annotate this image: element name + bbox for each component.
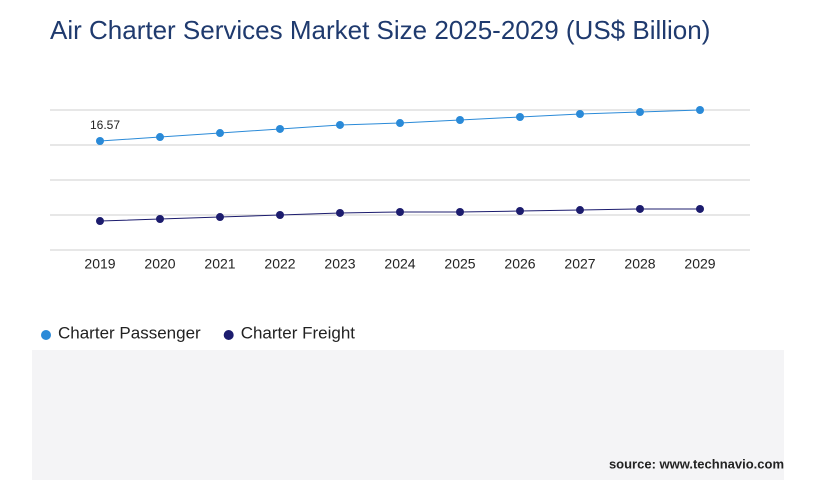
x-tick-label: 2021 — [204, 256, 235, 272]
data-point — [576, 109, 584, 118]
data-point — [516, 113, 524, 121]
x-tick-label: 2026 — [504, 256, 535, 272]
data-point — [396, 119, 404, 128]
data-point — [336, 208, 344, 217]
data-point — [96, 137, 104, 146]
data-point — [336, 120, 344, 129]
data-point — [516, 207, 524, 216]
data-point — [96, 217, 104, 226]
chart-title: Air Charter Services Market Size 2025-20… — [50, 15, 710, 45]
x-tick-label: 2028 — [624, 256, 655, 272]
data-point — [636, 204, 644, 213]
data-point — [696, 204, 704, 213]
data-point — [276, 124, 284, 133]
legend-label: Charter Passenger — [58, 323, 201, 342]
x-tick-label: 2020 — [144, 256, 175, 272]
data-point — [456, 207, 464, 216]
data-point — [696, 106, 704, 114]
x-tick-label: 2025 — [444, 256, 475, 272]
x-tick-label: 2024 — [384, 256, 415, 272]
x-tick-label: 2027 — [564, 256, 595, 272]
source: source: www.technavio.com — [609, 456, 784, 471]
data-point — [456, 116, 464, 125]
data-label: 16.57 — [90, 118, 120, 132]
legend-marker — [223, 330, 234, 340]
x-tick-label: 2022 — [264, 256, 295, 272]
x-tick-label: 2019 — [84, 256, 115, 272]
data-point — [216, 213, 224, 222]
legend-marker — [41, 330, 51, 340]
data-point — [156, 133, 164, 142]
data-point — [276, 211, 284, 219]
data-point — [576, 206, 584, 215]
data-point — [636, 108, 644, 117]
data-point — [156, 214, 164, 223]
data-point — [396, 207, 404, 216]
x-tick-label: 2023 — [324, 256, 355, 272]
legend-label: Charter Freight — [241, 323, 356, 342]
panel — [32, 350, 784, 480]
data-point — [216, 129, 224, 138]
x-tick-label: 2029 — [684, 256, 715, 272]
